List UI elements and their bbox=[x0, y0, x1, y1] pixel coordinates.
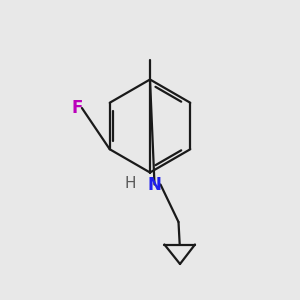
Text: N: N bbox=[148, 176, 161, 194]
Text: H: H bbox=[125, 176, 136, 190]
Text: F: F bbox=[72, 99, 83, 117]
